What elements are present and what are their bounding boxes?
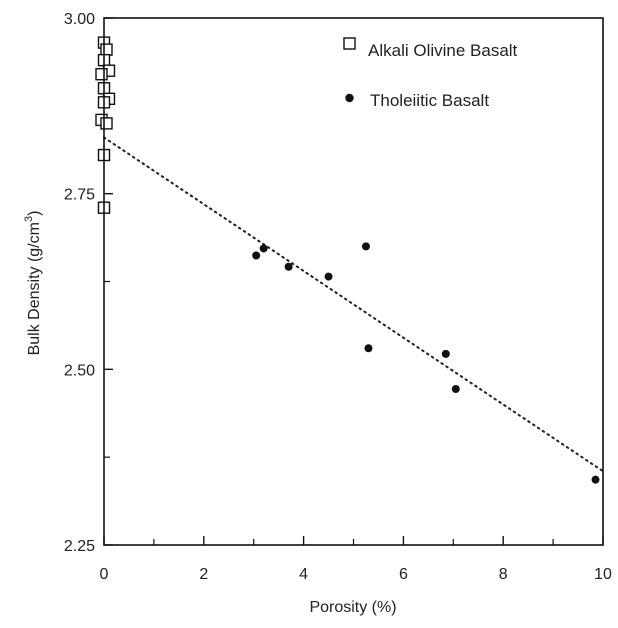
x-tick-label: 4	[299, 566, 308, 583]
x-axis-title: Porosity (%)	[309, 599, 396, 616]
y-axis-title-superscript: 3	[23, 216, 35, 222]
legend: Alkali Olivine Basalt Tholeiitic Basalt	[343, 37, 518, 110]
y-tick-label: 3.00	[64, 11, 95, 28]
y-tick-label: 2.75	[64, 187, 95, 204]
x-tick-label: 10	[594, 566, 612, 583]
alkali-olivine-basalt-point	[95, 68, 108, 81]
x-tick-label: 2	[199, 566, 208, 583]
data-points	[95, 36, 600, 484]
y-tick-label: 2.50	[64, 362, 95, 379]
y-tick-label: 2.25	[64, 538, 95, 555]
tholeiitic-basalt-point	[252, 251, 261, 260]
tholeiitic-basalt-point	[441, 349, 450, 358]
y-axis-title: Bulk Density (g/cm3)	[23, 211, 43, 356]
alkali-olivine-basalt-point	[100, 43, 113, 56]
tholeiitic-basalt-point	[451, 385, 460, 394]
legend-label-tholeiitic-basalt: Tholeiitic Basalt	[370, 91, 489, 110]
legend-marker-tholeiitic-basalt	[345, 93, 354, 103]
x-tick-label: 6	[399, 566, 408, 583]
plot-frame	[103, 17, 604, 546]
tholeiitic-basalt-point	[591, 475, 600, 484]
legend-marker-alkali-olivine-basalt	[343, 37, 356, 50]
alkali-olivine-basalt-point	[100, 117, 113, 130]
legend-label-alkali-olivine-basalt: Alkali Olivine Basalt	[368, 41, 518, 60]
tholeiitic-basalt-point	[259, 244, 268, 253]
y-axis-title-main: Bulk Density (g/cm	[26, 222, 43, 355]
x-tick-label: 8	[499, 566, 508, 583]
axis-ticks: 0 2 4 6 8 10 2.25 2.50 2.75 3.00	[64, 11, 612, 583]
tholeiitic-basalt-point	[361, 242, 370, 251]
tholeiitic-basalt-point	[284, 262, 293, 271]
y-axis-title-close: )	[26, 211, 43, 216]
tholeiitic-basalt-point	[324, 272, 333, 281]
trendline	[103, 136, 604, 473]
trendline-layer	[103, 136, 604, 473]
tholeiitic-basalt-point	[364, 344, 373, 353]
x-tick-label: 0	[100, 566, 109, 583]
